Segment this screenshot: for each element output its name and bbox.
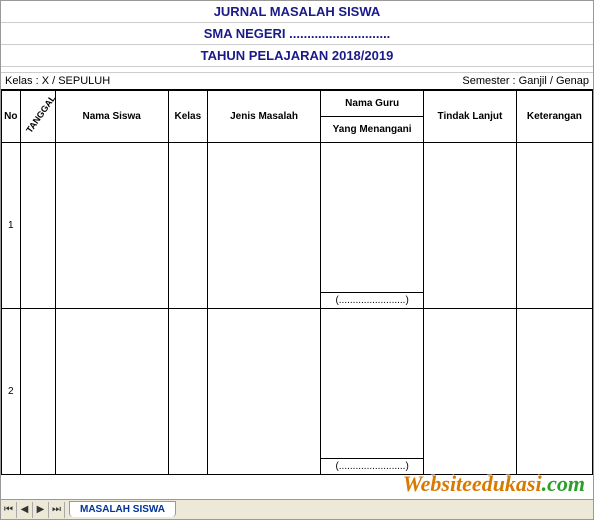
sheet-tab-bar: ⏮ ◀ ▶ ⏭ MASALAH SISWA [1, 499, 593, 519]
watermark: Websiteedukasi.com [403, 471, 585, 497]
col-ket: Keterangan [516, 91, 592, 143]
nav-last-icon[interactable]: ⏭ [49, 502, 65, 518]
col-yang-menangani: Yang Menangani [321, 117, 424, 143]
nav-next-icon[interactable]: ▶ [33, 502, 49, 518]
col-jenis: Jenis Masalah [207, 91, 320, 143]
col-nama-siswa: Nama Siswa [55, 91, 168, 143]
main-table: No TANGGAL Nama Siswa Kelas Jenis Masala… [1, 90, 593, 475]
semester-label: Semester : [462, 75, 515, 87]
table-row: 2 [2, 309, 593, 459]
col-tindak: Tindak Lanjut [424, 91, 517, 143]
col-no: No [2, 91, 21, 143]
cell-no: 1 [2, 143, 21, 309]
nav-prev-icon[interactable]: ◀ [17, 502, 33, 518]
kelas-value: X / SEPULUH [42, 75, 110, 87]
year: TAHUN PELAJARAN 2018/2019 [1, 45, 593, 67]
sig-line: (........................) [321, 293, 424, 309]
col-kelas: Kelas [168, 91, 207, 143]
kelas-label: Kelas : [5, 75, 39, 87]
table-row: 1 [2, 143, 593, 293]
nav-first-icon[interactable]: ⏮ [1, 502, 17, 518]
cell-no: 2 [2, 309, 21, 475]
sheet-tab[interactable]: MASALAH SISWA [69, 501, 176, 517]
school: SMA NEGERI ............................ [1, 23, 593, 45]
semester-value: Ganjil / Genap [519, 75, 589, 87]
col-tanggal: TANGGAL [20, 91, 55, 143]
col-nama-guru: Nama Guru [321, 91, 424, 117]
info-row: Kelas : X / SEPULUH Semester : Ganjil / … [1, 73, 593, 90]
header-block: JURNAL MASALAH SISWA SMA NEGERI ........… [1, 1, 593, 73]
title: JURNAL MASALAH SISWA [1, 1, 593, 23]
